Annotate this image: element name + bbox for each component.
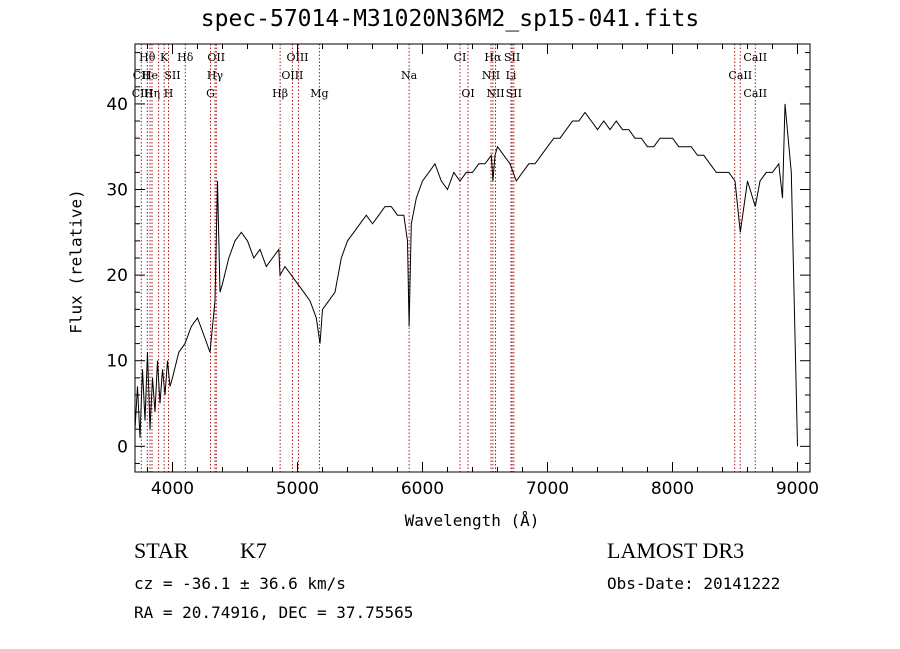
x-axis: 4000 5000 6000 7000 8000 9000 xyxy=(147,44,819,499)
obs-date-text: Obs-Date: 20141222 xyxy=(607,574,781,593)
subclass-label: K7 xyxy=(240,538,267,563)
x-tick-label: 5000 xyxy=(276,479,319,499)
line-label: Na xyxy=(401,69,418,82)
y-axis: 0 10 20 30 40 xyxy=(106,52,810,464)
plot-frame xyxy=(134,43,811,473)
series-line xyxy=(134,103,798,447)
line-label: NII xyxy=(482,69,500,82)
line-label: CIII xyxy=(132,87,153,100)
line-label: Hβ xyxy=(272,87,288,100)
x-tick-label: 4000 xyxy=(151,479,194,499)
y-tick-label: 10 xyxy=(106,352,128,372)
line-label: OIII xyxy=(286,51,308,64)
class-label: STAR xyxy=(134,538,189,563)
line-label: SII xyxy=(164,69,180,82)
y-axis-label: Flux (relative) xyxy=(66,189,86,334)
cz-text: cz = -36.1 ± 36.6 km/s xyxy=(134,574,346,593)
line-label: G xyxy=(206,87,215,100)
line-label: SII xyxy=(504,51,520,64)
line-label: CI xyxy=(454,51,467,64)
line-marker-group xyxy=(140,44,756,472)
line-label: OIII xyxy=(281,69,303,82)
line-label: Hθ xyxy=(139,51,156,64)
line-label: OI xyxy=(461,87,474,100)
line-label: Hη xyxy=(144,87,160,100)
x-tick-label: 8000 xyxy=(651,479,694,499)
line-label: Li xyxy=(506,69,517,82)
chart-title: spec-57014-M31020N36M2_sp15-041.fits xyxy=(200,6,700,32)
line-label: K xyxy=(160,51,169,64)
line-label: OII xyxy=(207,51,225,64)
y-tick-label: 0 xyxy=(117,437,128,457)
line-label: CaII xyxy=(728,69,752,82)
survey-label: LAMOST DR3 xyxy=(607,538,745,563)
line-label: H xyxy=(164,87,174,100)
coords-text: RA = 20.74916, DEC = 37.75565 xyxy=(134,603,414,622)
x-tick-label: 9000 xyxy=(776,479,819,499)
line-label: Hα xyxy=(484,51,502,64)
x-tick-label: 6000 xyxy=(401,479,444,499)
series-group xyxy=(134,103,798,447)
line-label: CII xyxy=(133,69,150,82)
line-label: Hδ xyxy=(177,51,194,64)
line-label: Mg xyxy=(310,87,328,100)
y-tick-label: 30 xyxy=(106,181,128,201)
x-tick-label: 7000 xyxy=(526,479,569,499)
y-tick-label: 40 xyxy=(106,95,128,115)
y-tick-label: 20 xyxy=(106,266,128,286)
line-label: NII xyxy=(486,87,504,100)
line-label: Hγ xyxy=(207,69,224,82)
line-label: He xyxy=(142,69,158,82)
x-axis-label: Wavelength (Å) xyxy=(404,511,540,530)
line-label: CaII xyxy=(743,51,767,64)
line-label: SII xyxy=(506,87,522,100)
line-label: CaII xyxy=(743,87,767,100)
